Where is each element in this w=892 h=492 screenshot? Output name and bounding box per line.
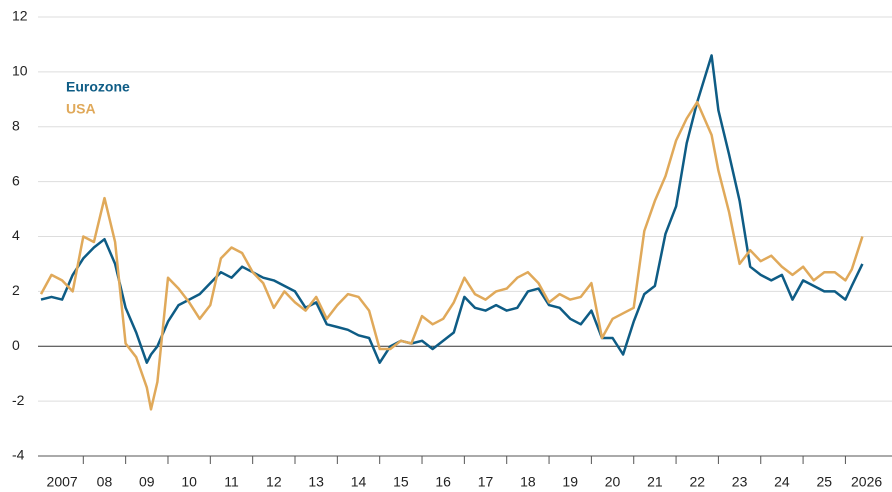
x-tick-label: 21 <box>647 474 663 490</box>
x-tick-label: 25 <box>816 474 832 490</box>
x-tick-label: 22 <box>689 474 705 490</box>
x-tick-label: 18 <box>520 474 536 490</box>
y-tick-label: 4 <box>12 227 20 243</box>
series-line <box>39 100 864 411</box>
x-tick-label: 13 <box>308 474 324 490</box>
x-tick-label: 10 <box>181 474 197 490</box>
x-tick-label: 19 <box>562 474 578 490</box>
y-tick-label: 8 <box>12 117 20 133</box>
y-tick-label: 6 <box>12 172 20 188</box>
x-tick-label: 24 <box>774 474 790 490</box>
y-tick-label: -4 <box>12 447 25 463</box>
x-tick-label: 14 <box>351 474 367 490</box>
legend-label: USA <box>66 101 96 117</box>
x-tick-label: 12 <box>266 474 282 490</box>
x-tick-label: 23 <box>732 474 748 490</box>
series-line <box>40 54 864 364</box>
x-tick-label: 09 <box>139 474 155 490</box>
x-tick-label: 16 <box>435 474 451 490</box>
x-tick-label: 2007 <box>47 474 78 490</box>
y-tick-label: 0 <box>12 337 20 353</box>
x-tick-label: 08 <box>97 474 113 490</box>
y-tick-label: 10 <box>12 63 28 79</box>
x-tick-label: 15 <box>393 474 409 490</box>
y-tick-label: 12 <box>12 8 28 24</box>
legend-label: Eurozone <box>66 79 130 95</box>
x-tick-label: 20 <box>605 474 621 490</box>
y-tick-label: -2 <box>12 392 25 408</box>
y-tick-label: 2 <box>12 282 20 298</box>
x-tick-label: 11 <box>224 474 239 490</box>
x-tick-label: 17 <box>478 474 494 490</box>
x-tick-label: 2026 <box>851 474 882 490</box>
